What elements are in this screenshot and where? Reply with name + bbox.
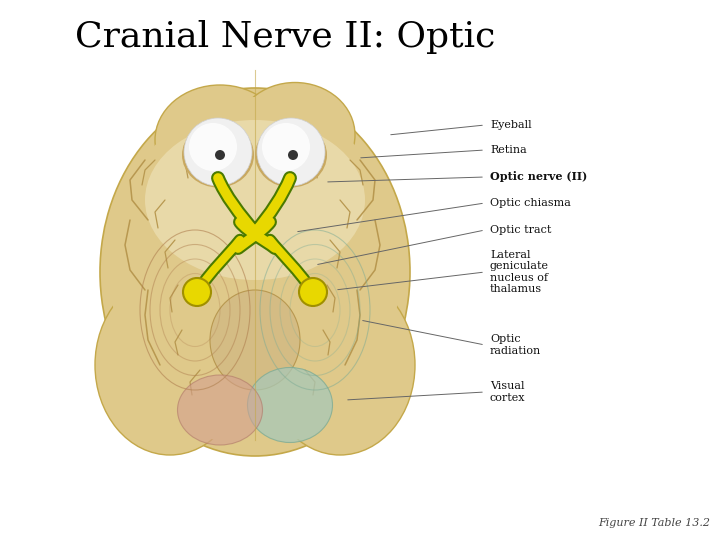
Ellipse shape xyxy=(255,123,327,187)
Circle shape xyxy=(184,118,252,186)
Ellipse shape xyxy=(265,275,415,455)
Ellipse shape xyxy=(145,120,365,280)
Text: Retina: Retina xyxy=(490,145,527,155)
Ellipse shape xyxy=(210,290,300,390)
Circle shape xyxy=(257,118,325,186)
Circle shape xyxy=(189,123,237,171)
Ellipse shape xyxy=(155,85,285,195)
Ellipse shape xyxy=(110,97,400,447)
Text: Cranial Nerve II: Optic: Cranial Nerve II: Optic xyxy=(75,20,495,54)
Circle shape xyxy=(288,150,298,160)
Text: Visual
cortex: Visual cortex xyxy=(490,381,526,403)
Ellipse shape xyxy=(95,275,245,455)
Text: Figure II Table 13.2: Figure II Table 13.2 xyxy=(598,518,710,528)
Text: Eyeball: Eyeball xyxy=(490,120,531,130)
Text: Optic chiasma: Optic chiasma xyxy=(490,198,571,208)
Text: Optic tract: Optic tract xyxy=(490,225,552,235)
Ellipse shape xyxy=(182,123,254,187)
Ellipse shape xyxy=(235,83,355,187)
Circle shape xyxy=(183,278,211,306)
Ellipse shape xyxy=(125,107,385,417)
Text: Optic
radiation: Optic radiation xyxy=(490,334,541,356)
Ellipse shape xyxy=(248,368,333,442)
Ellipse shape xyxy=(100,88,410,456)
Text: Lateral
geniculate
nucleus of
thalamus: Lateral geniculate nucleus of thalamus xyxy=(490,249,549,294)
Circle shape xyxy=(299,278,327,306)
Circle shape xyxy=(262,123,310,171)
Ellipse shape xyxy=(178,375,263,445)
Text: Optic nerve (II): Optic nerve (II) xyxy=(490,172,588,183)
Circle shape xyxy=(215,150,225,160)
